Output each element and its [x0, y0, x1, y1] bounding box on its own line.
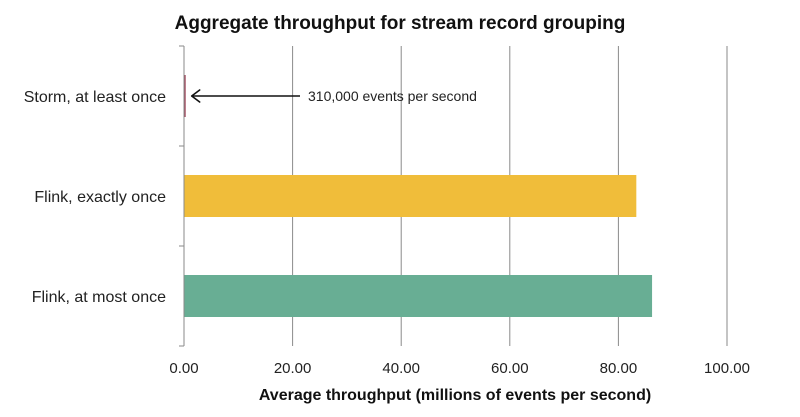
annotation: 310,000 events per second	[190, 88, 477, 104]
annotation-text: 310,000 events per second	[308, 88, 477, 104]
category-label: Flink, exactly once	[34, 189, 166, 206]
x-tick-label: 60.00	[491, 360, 529, 377]
category-label: Flink, at most once	[32, 289, 166, 306]
axes	[179, 45, 185, 347]
x-tick-label: 20.00	[274, 360, 312, 377]
x-tick-label: 80.00	[600, 360, 638, 377]
chart-title: Aggregate throughput for stream record g…	[175, 13, 626, 34]
bar-0	[184, 75, 186, 117]
bar-1	[184, 175, 637, 217]
bar-2	[184, 275, 653, 317]
category-label: Storm, at least once	[24, 89, 166, 106]
x-tick-label: 100.00	[704, 360, 750, 377]
x-axis-title: Average throughput (millions of events p…	[259, 387, 651, 404]
x-tick-label: 0.00	[169, 360, 198, 377]
tick-labels: 0.00 20.00 40.00 60.00 80.00 100.00	[169, 360, 750, 377]
category-labels: Storm, at least once Flink, exactly once F…	[24, 89, 166, 306]
bars	[184, 75, 653, 317]
annotation-arrow-head	[190, 89, 201, 103]
x-tick-label: 40.00	[382, 360, 420, 377]
